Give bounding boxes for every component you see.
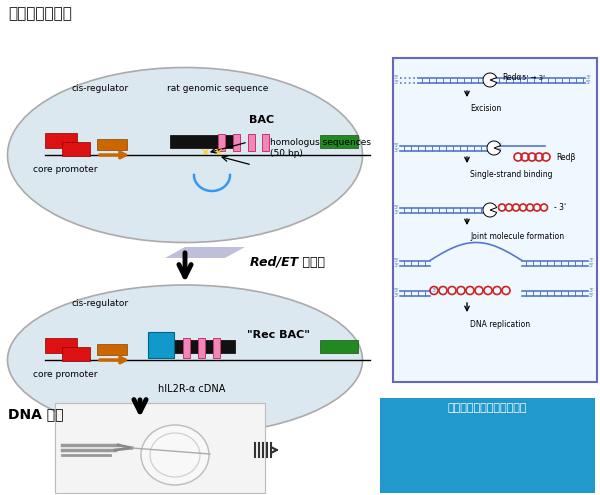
Text: core promoter: core promoter xyxy=(33,165,97,174)
Text: BAC: BAC xyxy=(250,115,275,125)
FancyBboxPatch shape xyxy=(55,403,265,493)
Text: - 3': - 3' xyxy=(554,203,566,212)
Text: 3': 3' xyxy=(497,143,503,148)
FancyBboxPatch shape xyxy=(97,344,127,355)
FancyBboxPatch shape xyxy=(213,338,220,358)
Text: hIL2R-α cDNA: hIL2R-α cDNA xyxy=(158,384,226,394)
Text: Redβ: Redβ xyxy=(556,152,575,161)
Text: 5': 5' xyxy=(589,293,595,298)
Text: rat genomic sequence: rat genomic sequence xyxy=(167,84,269,93)
FancyBboxPatch shape xyxy=(183,338,190,358)
FancyBboxPatch shape xyxy=(97,139,127,150)
Polygon shape xyxy=(483,73,497,87)
FancyBboxPatch shape xyxy=(45,133,77,148)
Polygon shape xyxy=(483,203,497,217)
Text: 3': 3' xyxy=(589,258,595,263)
FancyBboxPatch shape xyxy=(320,135,358,148)
FancyBboxPatch shape xyxy=(45,338,77,353)
FancyBboxPatch shape xyxy=(198,338,205,358)
Text: 5': 5' xyxy=(393,288,399,293)
FancyBboxPatch shape xyxy=(62,347,90,361)
Text: 導入遺伝子作製: 導入遺伝子作製 xyxy=(8,6,72,21)
Text: cis-regulator: cis-regulator xyxy=(71,84,128,93)
Ellipse shape xyxy=(7,285,362,435)
FancyBboxPatch shape xyxy=(393,58,597,382)
Text: 3': 3' xyxy=(586,75,592,80)
FancyBboxPatch shape xyxy=(170,135,235,148)
Text: cis-regulator: cis-regulator xyxy=(71,299,128,308)
Text: 3': 3' xyxy=(432,288,438,293)
Text: Joint molecule formation: Joint molecule formation xyxy=(470,232,564,241)
FancyBboxPatch shape xyxy=(233,134,240,151)
Text: "Rec BAC": "Rec BAC" xyxy=(247,330,310,340)
Text: 3': 3' xyxy=(393,210,399,215)
FancyBboxPatch shape xyxy=(262,134,269,151)
Polygon shape xyxy=(165,247,245,258)
Text: 5': 5' xyxy=(393,258,399,263)
Text: Single-strand binding: Single-strand binding xyxy=(470,170,553,179)
FancyBboxPatch shape xyxy=(218,134,225,151)
FancyBboxPatch shape xyxy=(248,134,255,151)
Text: 3': 3' xyxy=(393,263,399,268)
Text: 3': 3' xyxy=(589,288,595,293)
Text: Red/ET 組換え: Red/ET 組換え xyxy=(250,256,325,269)
Text: 5': 5' xyxy=(393,143,399,148)
FancyBboxPatch shape xyxy=(62,142,90,156)
Text: トランスジェニックラット: トランスジェニックラット xyxy=(447,403,527,413)
Polygon shape xyxy=(487,141,500,155)
Text: 3': 3' xyxy=(393,293,399,298)
Text: homologus sequences
(50 bp): homologus sequences (50 bp) xyxy=(270,138,371,158)
Text: DNA 注入: DNA 注入 xyxy=(8,407,64,421)
Ellipse shape xyxy=(141,425,209,485)
Text: 5': 5' xyxy=(589,263,595,268)
Text: 5': 5' xyxy=(393,75,399,80)
FancyBboxPatch shape xyxy=(148,332,174,358)
FancyBboxPatch shape xyxy=(170,340,235,353)
Text: 5' → 3': 5' → 3' xyxy=(522,75,545,81)
Text: core promoter: core promoter xyxy=(33,370,97,379)
Text: 5': 5' xyxy=(393,205,399,210)
Text: Excision: Excision xyxy=(470,104,501,113)
Ellipse shape xyxy=(7,67,362,243)
Text: ✕: ✕ xyxy=(200,148,209,158)
FancyBboxPatch shape xyxy=(320,340,358,353)
Text: 3': 3' xyxy=(393,148,399,153)
Text: 5': 5' xyxy=(586,80,592,85)
Text: 3': 3' xyxy=(393,80,399,85)
Text: DNA replication: DNA replication xyxy=(470,320,530,329)
Text: Redα: Redα xyxy=(502,73,521,83)
Text: ✕: ✕ xyxy=(214,148,223,158)
FancyBboxPatch shape xyxy=(380,398,595,493)
Text: 5': 5' xyxy=(497,148,503,153)
